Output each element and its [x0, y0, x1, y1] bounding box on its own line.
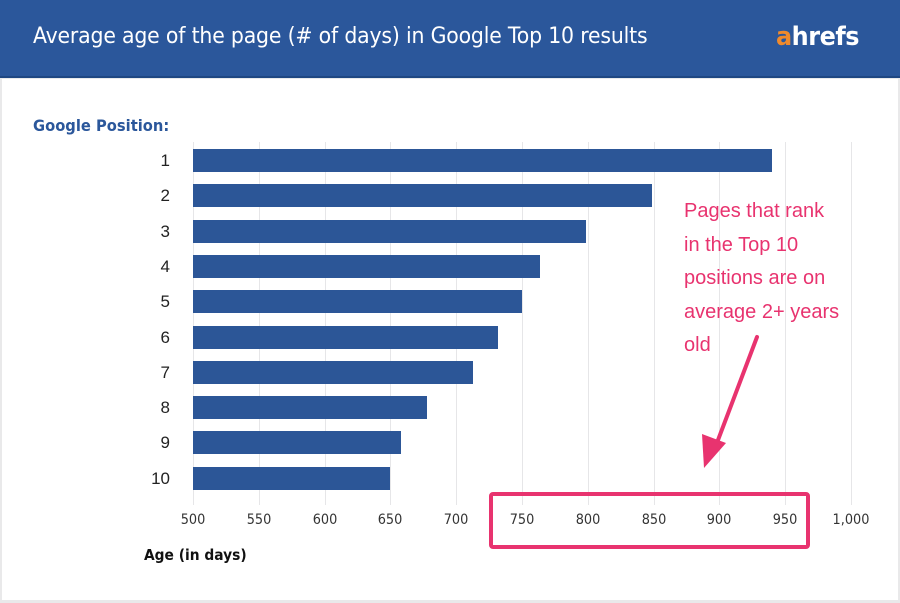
gridline [719, 142, 720, 505]
y-category-label: 1 [160, 151, 170, 170]
x-tick-label: 550 [246, 512, 272, 528]
bar-position-6 [193, 326, 498, 349]
annotation-line: Pages that rank [684, 200, 825, 222]
gridline [785, 142, 786, 505]
x-tick-label: 750 [509, 512, 535, 528]
bar-position-3 [193, 220, 586, 243]
highlight-box [489, 492, 810, 549]
bar-position-7 [193, 361, 473, 384]
y-axis-title: Google Position: [33, 116, 170, 135]
chart-title: Average age of the page (# of days) in G… [33, 24, 648, 49]
gridline [851, 142, 852, 505]
gridline [259, 142, 260, 505]
chart-header: Average age of the page (# of days) in G… [0, 0, 900, 78]
y-category-label: 7 [160, 363, 170, 382]
annotation-line: average 2+ years [684, 300, 840, 323]
y-category-label: 10 [151, 469, 170, 488]
annotation-line: old [684, 334, 711, 356]
x-tick-label: 950 [772, 512, 798, 528]
y-category-label: 2 [160, 186, 170, 205]
annotation-text: Pages that rank in the Top 10 positions … [684, 195, 884, 363]
gridline [588, 142, 589, 505]
y-category-label: 8 [160, 398, 170, 417]
annotation-line: in the Top 10 [684, 233, 799, 256]
x-tick-label: 650 [377, 512, 403, 528]
gridline [390, 142, 391, 505]
logo-accent: a [776, 22, 792, 52]
gridline [325, 142, 326, 505]
x-tick-label: 850 [641, 512, 667, 528]
x-axis-title: Age (in days) [144, 546, 247, 564]
bar-position-8 [193, 396, 427, 419]
gridline [522, 142, 523, 505]
bar-position-5 [193, 290, 522, 313]
bar-position-2 [193, 184, 652, 207]
gridline [456, 142, 457, 505]
y-category-label: 5 [160, 292, 170, 311]
annotation-line: positions are on [684, 267, 826, 289]
bar-position-1 [193, 149, 772, 172]
annotation-arrow-icon [702, 335, 759, 468]
x-tick-label: 500 [180, 512, 206, 528]
x-tick-label: 800 [575, 512, 601, 528]
y-category-label: 6 [160, 328, 170, 347]
x-tick-label: 600 [312, 512, 338, 528]
gridline [193, 142, 194, 505]
y-category-label: 4 [160, 257, 170, 276]
y-category-label: 3 [160, 222, 170, 241]
ahrefs-logo: ahrefs [776, 22, 860, 52]
x-tick-label: 900 [706, 512, 732, 528]
bar-position-4 [193, 255, 540, 278]
logo-text: hrefs [791, 22, 860, 52]
y-category-label: 9 [160, 433, 170, 452]
x-tick-label: 1,000 [832, 512, 870, 528]
gridline [654, 142, 655, 505]
bar-position-9 [193, 431, 401, 454]
x-tick-label: 700 [443, 512, 469, 528]
bar-position-10 [193, 467, 390, 490]
